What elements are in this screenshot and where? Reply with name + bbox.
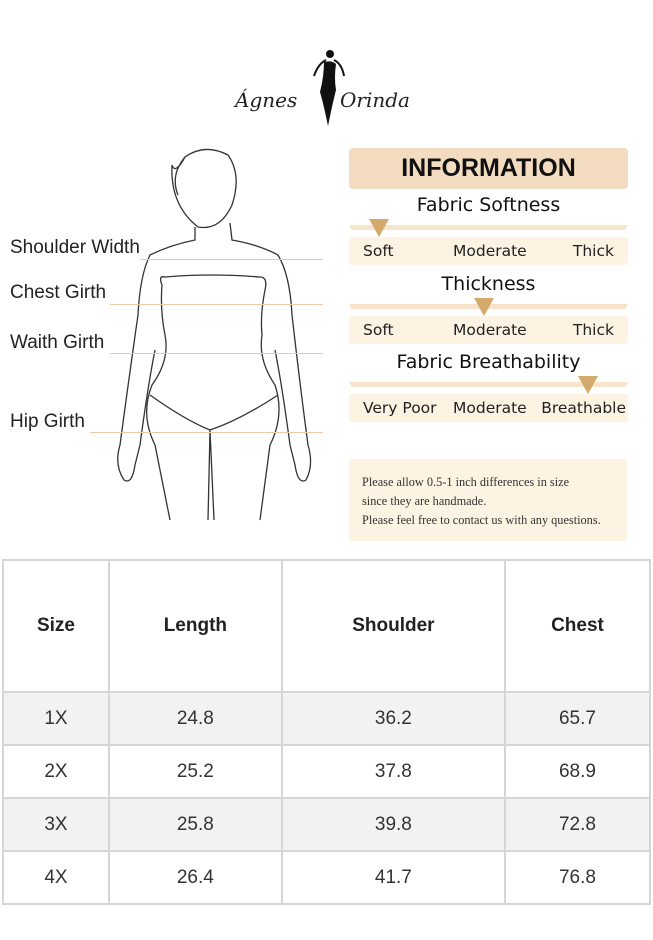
- scale-label: Moderate: [453, 321, 527, 339]
- waist-girth-label: Waith Girth: [10, 332, 105, 353]
- logo-text-left: Ágnes: [235, 88, 298, 112]
- scale-label: Moderate: [453, 242, 527, 260]
- brand-logo: Ágnes Orinda: [230, 44, 420, 134]
- hip-girth-line: [90, 432, 323, 433]
- cell: 72.8: [503, 797, 652, 852]
- information-header: INFORMATION: [349, 148, 628, 189]
- chest-girth-label: Chest Girth: [10, 282, 107, 303]
- scale-label: Soft: [363, 242, 394, 260]
- logo-silhouette-icon: [313, 50, 345, 127]
- slider-title: Thickness: [441, 273, 536, 295]
- cell: 25.2: [107, 744, 283, 799]
- cell: 3X: [2, 797, 110, 852]
- slider-title: Fabric Breathability: [396, 351, 581, 373]
- scale-label: Soft: [363, 321, 394, 339]
- scale-label: Very Poor: [363, 399, 437, 417]
- cell: 37.8: [280, 744, 506, 799]
- cell: 24.8: [107, 691, 283, 746]
- scale-label: Moderate: [453, 399, 527, 417]
- logo-text-right: Orinda: [340, 88, 410, 112]
- size-note: Please allow 0.5-1 inch differences in s…: [349, 459, 627, 541]
- table-row: 3X 25.8 39.8 72.8: [2, 797, 652, 852]
- table-row: 4X 26.4 41.7 76.8: [2, 850, 652, 905]
- header-shoulder: Shoulder: [280, 559, 506, 693]
- scale-label: Thick: [572, 242, 614, 260]
- table-row: 2X 25.2 37.8 68.9: [2, 744, 652, 799]
- cell: 26.4: [107, 850, 283, 905]
- body-figure-illustration: [117, 148, 312, 521]
- waist-girth-line: [110, 353, 323, 354]
- scale-label: Breathable: [541, 399, 626, 417]
- note-line: Please allow 0.5-1 inch differences in s…: [362, 475, 570, 489]
- header-chest: Chest: [503, 559, 652, 693]
- hip-girth-label: Hip Girth: [10, 411, 85, 432]
- cell: 4X: [2, 850, 110, 905]
- level-marker-icon: [473, 298, 494, 316]
- header-size: Size: [2, 559, 110, 693]
- shoulder-width-line: [140, 259, 323, 260]
- slider-scale-labels: Soft Moderate Thick: [349, 237, 628, 265]
- slider-track: [349, 225, 628, 230]
- cell: 25.8: [107, 797, 283, 852]
- note-line: since they are handmade.: [362, 494, 487, 508]
- cell: 68.9: [503, 744, 652, 799]
- slider-scale-labels: Soft Moderate Thick: [349, 316, 628, 344]
- note-line: Please feel free to contact us with any …: [362, 513, 601, 527]
- header-length: Length: [107, 559, 283, 693]
- cell: 39.8: [280, 797, 506, 852]
- cell: 76.8: [503, 850, 652, 905]
- chest-girth-line: [110, 304, 323, 305]
- table-row: 1X 24.8 36.2 65.7: [2, 691, 652, 746]
- level-marker-icon: [578, 376, 598, 394]
- scale-label: Thick: [572, 321, 614, 339]
- slider-title: Fabric Softness: [416, 194, 561, 216]
- cell: 41.7: [280, 850, 506, 905]
- table-header-row: Size Length Shoulder Chest: [2, 559, 652, 693]
- cell: 1X: [2, 691, 110, 746]
- cell: 36.2: [280, 691, 506, 746]
- shoulder-width-label: Shoulder Width: [10, 237, 140, 258]
- level-marker-icon: [369, 219, 389, 237]
- size-table: Size Length Shoulder Chest 1X 24.8 36.2 65.…: [2, 559, 652, 905]
- slider-scale-labels: Very Poor Moderate Breathable: [349, 394, 628, 422]
- cell: 65.7: [503, 691, 652, 746]
- slider-track: [349, 382, 628, 387]
- cell: 2X: [2, 744, 110, 799]
